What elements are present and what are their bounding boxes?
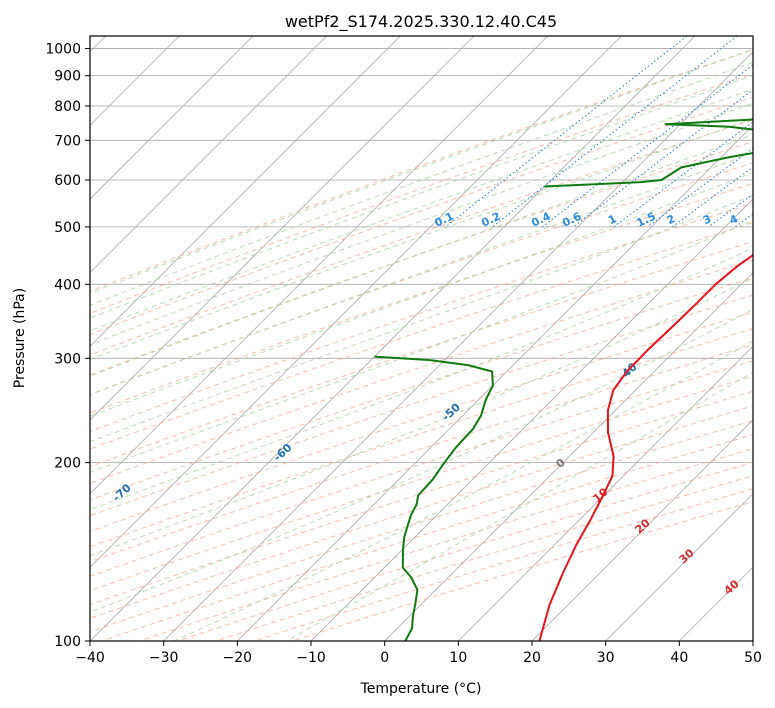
dry-adiabat-line bbox=[90, 344, 753, 563]
isotherm-line bbox=[458, 345, 753, 641]
x-tick-label: −40 bbox=[75, 650, 105, 666]
mixing-ratio-line bbox=[734, 213, 753, 228]
y-tick-label: 100 bbox=[54, 634, 81, 650]
chart-title: wetPf2_S174.2025.330.12.40.C45 bbox=[285, 12, 557, 32]
moist-adiabat-line bbox=[90, 88, 753, 332]
isotherm-line bbox=[752, 640, 753, 641]
moist-adiabat-label: 0 bbox=[553, 456, 568, 471]
isotherm-line bbox=[90, 36, 401, 347]
dry-adiabat-label: -70 bbox=[110, 481, 134, 504]
dry-adiabat-line bbox=[90, 328, 753, 548]
mixing-ratio-line bbox=[572, 89, 753, 228]
y-tick-label: 900 bbox=[54, 69, 81, 85]
x-tick-label: −10 bbox=[296, 650, 326, 666]
x-tick-label: 20 bbox=[523, 650, 541, 666]
isotherm-line bbox=[90, 36, 475, 421]
y-tick-label: 1000 bbox=[45, 42, 81, 58]
isotherm-line bbox=[237, 124, 753, 641]
mixing-ratio-label: 2 bbox=[665, 212, 677, 227]
x-tick-label: −30 bbox=[149, 650, 179, 666]
y-axis-label: Pressure (hPa) bbox=[12, 288, 28, 388]
dry-adiabat-line bbox=[90, 96, 753, 336]
moist-adiabat-line bbox=[90, 308, 753, 613]
y-tick-label: 700 bbox=[54, 133, 81, 149]
guide-line-labels: 0.10.20.40.611.52346810131620253036-100-… bbox=[110, 210, 775, 598]
mixing-ratio-line bbox=[542, 64, 753, 228]
moist-adiabat-line bbox=[90, 49, 753, 295]
mixing-ratio-line bbox=[613, 121, 753, 228]
dry-adiabat-line bbox=[90, 294, 753, 517]
x-axis-label: Temperature (°C) bbox=[360, 681, 482, 697]
dry-adiabat-line bbox=[101, 434, 753, 641]
mixing-ratio-line bbox=[492, 36, 738, 228]
dry-adiabat-line bbox=[90, 202, 753, 432]
moist-adiabat-label: 40 bbox=[722, 577, 742, 597]
moist-adiabat-line bbox=[90, 194, 753, 443]
moist-adiabat-label: 10 bbox=[591, 485, 611, 505]
x-tick-label: 40 bbox=[670, 650, 688, 666]
mixing-ratio-label: 4 bbox=[728, 212, 741, 227]
isotherm-line bbox=[163, 51, 753, 641]
dry-adiabat-line bbox=[90, 375, 753, 592]
moist-adiabat-line bbox=[90, 277, 753, 557]
isotherm-line bbox=[90, 36, 622, 568]
mixing-ratio-line bbox=[708, 193, 753, 228]
isotherm-line bbox=[605, 493, 753, 641]
moist-adiabat-line bbox=[90, 152, 753, 396]
y-tick-label: 500 bbox=[54, 220, 81, 236]
dry-adiabat-line bbox=[90, 73, 753, 314]
isotherm-line bbox=[90, 36, 327, 274]
isotherm-line bbox=[531, 419, 753, 641]
isotherm-line bbox=[90, 36, 254, 200]
x-tick-label: 30 bbox=[597, 650, 615, 666]
x-axis-ticks: −40 −30 −20 −10 0 10 20 30 40 50 bbox=[75, 641, 762, 666]
x-tick-label: 0 bbox=[380, 650, 389, 666]
dewpoint-profile bbox=[544, 118, 753, 188]
y-axis-ticks: 100 200 300 400 500 600 700 800 900 1000 bbox=[45, 42, 90, 650]
dry-adiabat-line bbox=[90, 162, 753, 395]
dry-adiabat-line bbox=[90, 182, 753, 414]
y-tick-label: 300 bbox=[54, 351, 81, 367]
isotherm-line bbox=[90, 36, 696, 641]
x-tick-label: 50 bbox=[744, 650, 762, 666]
y-tick-label: 600 bbox=[54, 173, 81, 189]
dry-adiabat-line bbox=[90, 390, 753, 606]
x-tick-label: −20 bbox=[223, 650, 253, 666]
dry-adiabat-line bbox=[90, 240, 753, 468]
isotherm-line bbox=[384, 272, 753, 641]
moist-adiabat-label: 30 bbox=[677, 546, 697, 566]
moist-adiabat-line bbox=[90, 62, 753, 307]
moist-adiabat-label: 20 bbox=[633, 516, 653, 536]
mixing-ratio-label: 1 bbox=[606, 212, 618, 227]
moist-adiabat-line bbox=[90, 117, 753, 361]
dry-adiabat-label: -50 bbox=[440, 400, 464, 423]
dry-adiabat-line bbox=[90, 49, 753, 292]
temperature-profile bbox=[538, 253, 753, 641]
y-tick-label: 800 bbox=[54, 99, 81, 115]
dry-adiabat-line bbox=[90, 259, 753, 484]
plot-frame bbox=[89, 35, 754, 642]
moist-adiabat-line bbox=[90, 219, 753, 473]
y-tick-label: 200 bbox=[54, 456, 81, 472]
isotherm-line bbox=[90, 36, 548, 495]
mixing-ratio-label: 6 bbox=[766, 212, 775, 227]
background-guide-lines bbox=[90, 36, 753, 641]
x-tick-label: 10 bbox=[449, 650, 467, 666]
dewpoint-profile bbox=[374, 355, 494, 641]
mixing-ratio-line bbox=[672, 166, 753, 228]
sounding-profiles bbox=[374, 118, 753, 641]
dry-adiabat-line bbox=[90, 141, 753, 376]
dry-adiabat-label: -60 bbox=[271, 441, 295, 464]
y-tick-label: 400 bbox=[54, 277, 81, 293]
moist-adiabat-line bbox=[90, 75, 753, 319]
